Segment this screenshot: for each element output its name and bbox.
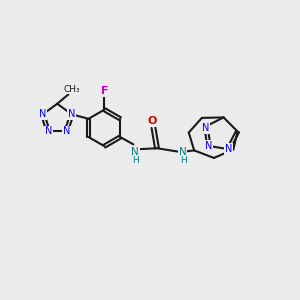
Text: CH₃: CH₃ [63,85,80,94]
Text: N: N [179,147,187,157]
Text: N: N [131,147,139,158]
Text: N: N [45,127,52,136]
Text: O: O [147,116,157,126]
Text: N: N [39,110,46,119]
Text: N: N [68,110,76,119]
Text: H: H [180,155,187,164]
Text: N: N [63,127,70,136]
Text: F: F [100,86,108,96]
Text: H: H [132,156,139,165]
Text: N: N [202,123,210,133]
Text: N: N [225,144,232,154]
Text: N: N [205,141,213,151]
